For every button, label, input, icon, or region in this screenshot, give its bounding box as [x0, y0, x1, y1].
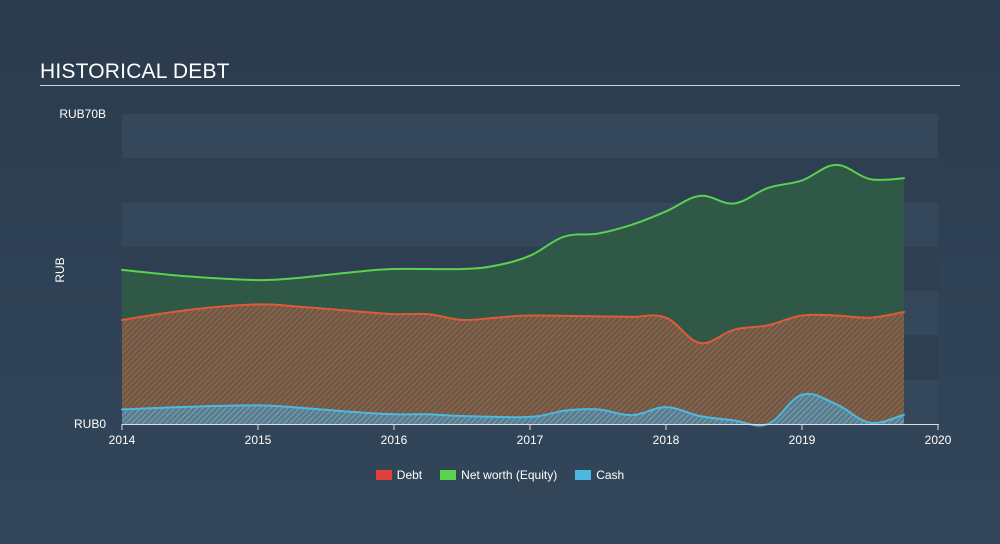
legend-label: Net worth (Equity): [461, 468, 558, 482]
cash-line: [121, 392, 905, 427]
x-tick-label: 2014: [109, 433, 136, 447]
background-band: [122, 114, 938, 159]
title-divider: [40, 85, 960, 86]
legend-item[interactable]: Net worth (Equity): [440, 468, 557, 482]
chart-axes: 2014 2015 2016 2017 2018 2019 2020 RUB0 RUB70B: [59, 107, 951, 447]
y-tick-label: RUB0: [74, 417, 106, 431]
x-tick-label: 2018: [653, 433, 680, 447]
equity-line: [121, 163, 905, 282]
page-title: HISTORICAL DEBT: [40, 60, 230, 83]
debt-line: [121, 303, 905, 345]
x-tick-label: 2019: [789, 433, 816, 447]
legend-swatch: [375, 470, 392, 480]
legend-label: Cash: [596, 468, 625, 482]
series-lines: [121, 163, 905, 427]
legend-swatch: [440, 470, 457, 480]
legend-label: Debt: [396, 468, 423, 482]
legend-swatch: [575, 470, 592, 480]
y-tick-label: RUB70B: [59, 107, 106, 121]
x-tick-label: 2015: [245, 433, 272, 447]
legend-item[interactable]: Debt: [375, 468, 423, 482]
x-tick-label: 2017: [517, 433, 544, 447]
chart-legend: Debt Net worth (Equity) Cash: [0, 468, 1000, 482]
y-axis-label: RUB: [53, 257, 67, 282]
x-tick-label: 2020: [925, 433, 952, 447]
legend-item[interactable]: Cash: [575, 468, 624, 482]
debt-area: [122, 304, 904, 424]
x-tick-label: 2016: [381, 433, 408, 447]
